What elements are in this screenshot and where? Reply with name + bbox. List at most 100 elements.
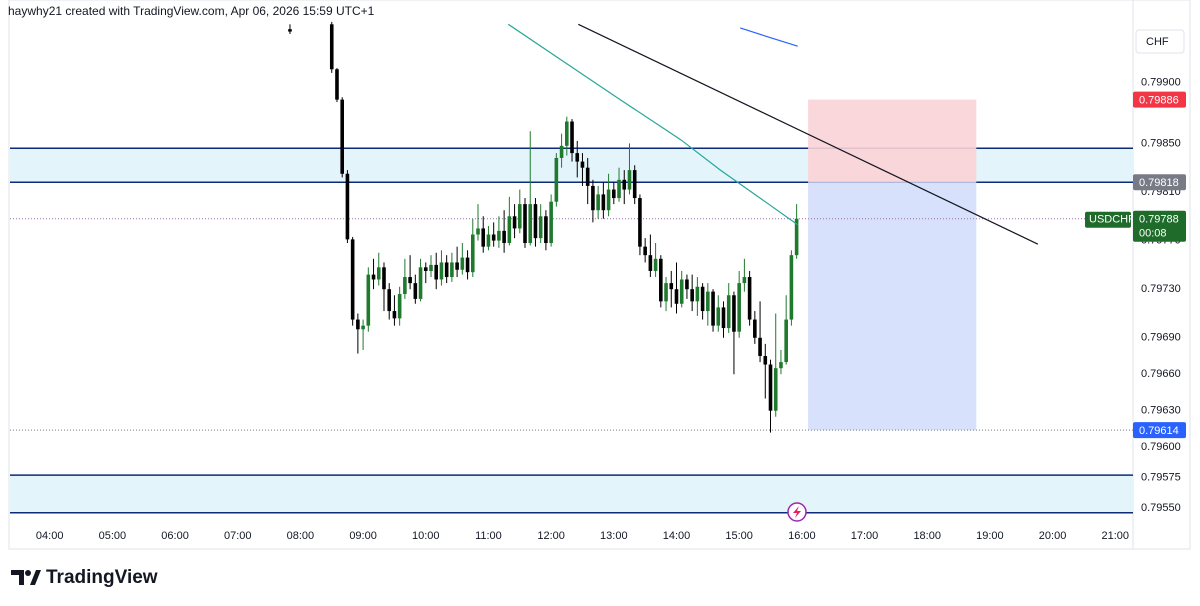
candle-body <box>460 257 465 270</box>
last-price-box <box>1133 210 1186 242</box>
candle-body <box>502 230 506 244</box>
x-tick-label: 19:00 <box>976 530 1004 542</box>
candle-body <box>669 283 674 290</box>
candle-body <box>570 121 574 154</box>
x-tick-label: 13:00 <box>600 530 628 542</box>
candle-body <box>434 264 439 280</box>
candle-body <box>387 289 392 312</box>
candle-body <box>512 216 517 229</box>
candle-body <box>450 262 454 278</box>
price-label-box <box>1133 91 1186 108</box>
x-tick-label: 11:00 <box>475 530 502 542</box>
candle-body <box>768 364 773 411</box>
header: haywhy21 created with TradingView.com, A… <box>8 4 375 18</box>
candle-body <box>716 307 721 326</box>
brand: TradingView <box>46 567 158 588</box>
candle-body <box>643 246 647 256</box>
candle-body <box>695 286 700 302</box>
currency: CHF <box>1146 36 1169 48</box>
candle-body <box>549 201 553 244</box>
candle-body <box>418 267 423 299</box>
candle-body <box>721 307 726 329</box>
candle-body <box>617 179 621 199</box>
candle-body <box>559 145 564 158</box>
candle-body <box>737 283 741 332</box>
x-tick-label: 18:00 <box>913 530 941 542</box>
zone <box>10 475 1133 513</box>
candle-body <box>763 356 768 365</box>
symbol-box <box>1085 211 1131 228</box>
line <box>578 23 1039 245</box>
x-tick-label: 21:00 <box>1101 530 1129 542</box>
candle-body <box>575 153 580 162</box>
candle-body <box>481 228 486 247</box>
candle-body <box>392 311 397 319</box>
x-tick-label: 06:00 <box>161 530 189 542</box>
candle-body <box>507 216 512 244</box>
candle-body <box>486 234 491 247</box>
candle-body <box>794 218 799 256</box>
price-label: 0.79886 <box>1139 95 1179 107</box>
candle-body <box>476 228 480 235</box>
symbol: USDCHF <box>1089 214 1135 226</box>
candle-body <box>533 204 538 239</box>
candle-body <box>356 319 360 330</box>
line <box>740 27 798 47</box>
y-tick-label: 0.79550 <box>1141 502 1181 514</box>
x-tick-label: 20:00 <box>1039 530 1067 542</box>
y-tick-label: 0.79630 <box>1141 405 1181 417</box>
price-label: 0.79614 <box>1139 425 1179 437</box>
x-tick-label: 08:00 <box>287 530 315 542</box>
x-tick-label: 15:00 <box>725 530 753 542</box>
candle-body <box>403 277 407 295</box>
candle-body <box>653 258 658 271</box>
candle-body <box>371 274 376 280</box>
candle-body <box>408 277 412 284</box>
candle-body <box>789 255 794 320</box>
candle-body <box>580 161 585 168</box>
candle-body <box>648 255 653 271</box>
x-tick-label: 07:00 <box>224 530 252 542</box>
candle-body <box>340 99 344 174</box>
candle-body <box>753 319 757 338</box>
candle-body <box>706 291 710 312</box>
candle-body <box>606 189 611 211</box>
candle-body <box>465 257 470 273</box>
candle-body <box>758 337 762 357</box>
candle-body <box>288 29 292 32</box>
x-tick-label: 09:00 <box>349 530 377 542</box>
candle-body <box>523 204 527 244</box>
event-icon[interactable] <box>787 502 807 522</box>
target-zone <box>808 182 977 431</box>
candle-body <box>439 262 444 280</box>
last-price: 0.79788 <box>1139 214 1179 226</box>
candle-body <box>554 157 559 202</box>
x-tick-label: 10:00 <box>412 530 440 542</box>
candle-body <box>491 234 496 241</box>
stop-zone <box>808 99 977 183</box>
candle-body <box>329 24 334 70</box>
candle-body <box>742 277 747 284</box>
candle-body <box>622 179 627 190</box>
x-tick-label: 16:00 <box>788 530 816 542</box>
currency-box[interactable] <box>1135 29 1185 54</box>
candle-body <box>659 258 663 302</box>
candle-body <box>664 283 668 302</box>
chart-frame <box>8 0 1191 550</box>
candle-body <box>423 267 428 271</box>
candle-body <box>335 69 339 100</box>
candle-body <box>679 279 684 304</box>
candle-body <box>538 216 543 239</box>
y-tick-label: 0.79730 <box>1141 283 1181 295</box>
x-tick-label: 04:00 <box>36 530 64 542</box>
price-label: 0.79818 <box>1139 177 1179 189</box>
candle-body <box>591 185 595 211</box>
candle-body <box>366 274 371 326</box>
candle-body <box>350 239 355 320</box>
candle-body <box>444 262 449 278</box>
candle-body <box>779 362 783 369</box>
candle-body <box>382 267 386 290</box>
x-tick-label: 17:00 <box>851 530 879 542</box>
candle-body <box>596 194 600 211</box>
